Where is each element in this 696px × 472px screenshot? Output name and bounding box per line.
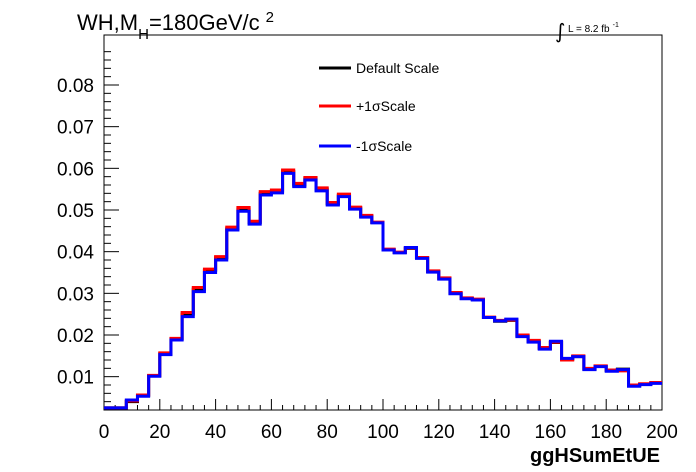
series-plus-1sigma-scale xyxy=(104,168,662,410)
x-tick-label: 160 xyxy=(535,422,567,443)
chart-title: WH,MH=180GeV/c 2 xyxy=(77,9,274,43)
y-tick-label: 0.02 xyxy=(57,326,94,347)
legend-label-default: Default Scale xyxy=(356,60,439,76)
x-axis-title: ggHSumEtUE xyxy=(530,445,660,467)
x-tick-label: 80 xyxy=(317,422,338,443)
chart-title-superscript: 2 xyxy=(266,9,274,26)
y-tick-label: 0.04 xyxy=(57,243,94,264)
y-tick-label: 0.07 xyxy=(57,118,94,139)
x-tick-label: 100 xyxy=(367,422,399,443)
x-axis-ticks xyxy=(103,399,663,410)
y-tick-label: 0.05 xyxy=(57,201,94,222)
series-default-scale xyxy=(104,170,662,410)
y-tick-label: 0.06 xyxy=(57,159,94,180)
legend: Default Scale +1σScale -1σScale xyxy=(319,60,439,154)
x-tick-label: 0 xyxy=(99,422,110,443)
y-tick-label: 0.03 xyxy=(57,284,94,305)
x-tick-label: 20 xyxy=(149,422,170,443)
y-axis-ticks xyxy=(104,34,119,403)
x-tick-label: 120 xyxy=(423,422,455,443)
chart-title-main: WH,M xyxy=(77,10,138,35)
lumi-integral-sign: ∫ xyxy=(555,19,565,43)
y-axis-tick-labels: 0.01 0.02 0.03 0.04 0.05 0.06 0.07 0.08 xyxy=(57,76,94,389)
x-tick-label: 200 xyxy=(646,422,678,443)
x-axis-tick-labels: 0 20 40 60 80 100 120 140 160 180 200 xyxy=(99,422,678,443)
x-tick-label: 40 xyxy=(205,422,226,443)
lumi-superscript: -1 xyxy=(613,22,619,29)
y-tick-label: 0.01 xyxy=(57,368,94,389)
x-tick-label: 140 xyxy=(479,422,511,443)
lumi-text: L = 8.2 fb xyxy=(568,24,610,35)
series-minus-1sigma-scale xyxy=(104,171,662,410)
chart-title-subscript: H xyxy=(138,26,149,43)
series-group xyxy=(104,168,662,410)
x-tick-label: 180 xyxy=(590,422,622,443)
y-tick-label: 0.08 xyxy=(57,76,94,97)
lumi-label: L = 8.2 fb -1 xyxy=(568,22,619,35)
x-tick-label: 60 xyxy=(261,422,282,443)
legend-label-minus: -1σScale xyxy=(356,138,412,154)
chart-title-rest: =180GeV/c xyxy=(149,10,260,35)
legend-label-plus: +1σScale xyxy=(356,98,416,114)
